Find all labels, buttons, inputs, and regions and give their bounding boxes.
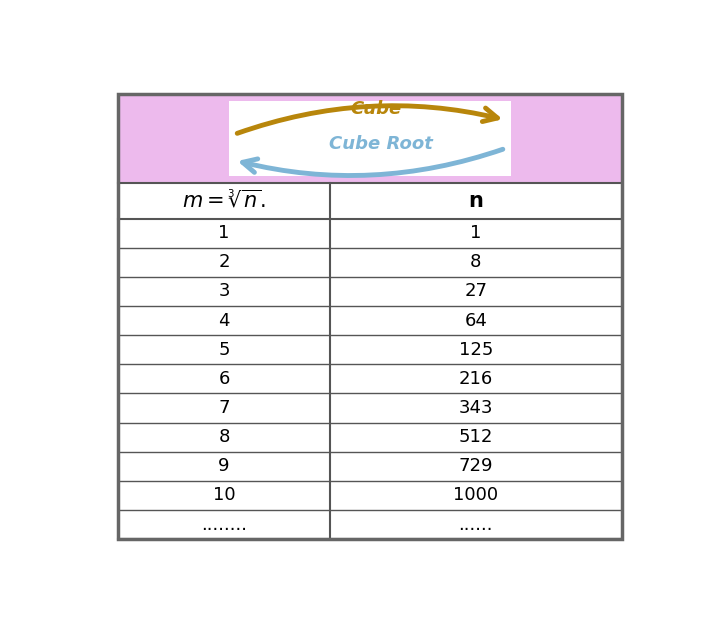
Text: 2: 2 [218, 253, 230, 271]
Bar [118, 306, 622, 335]
Text: 8: 8 [218, 428, 230, 446]
Text: 729: 729 [458, 457, 493, 475]
Text: 9: 9 [218, 457, 230, 475]
Text: 1: 1 [470, 224, 482, 242]
Bar [118, 218, 622, 248]
Bar [118, 277, 622, 306]
Bar [118, 335, 622, 364]
Bar [118, 422, 622, 452]
Text: 343: 343 [458, 399, 493, 417]
Text: 10: 10 [213, 486, 235, 504]
Text: ........: ........ [201, 516, 247, 534]
Bar [118, 94, 622, 183]
Text: 512: 512 [458, 428, 493, 446]
Bar [118, 364, 622, 394]
Bar [118, 481, 622, 510]
Bar [229, 101, 511, 176]
Text: Cube Root: Cube Root [329, 135, 433, 153]
Text: 3: 3 [218, 282, 230, 300]
Text: 7: 7 [218, 399, 230, 417]
Text: 5: 5 [218, 341, 230, 359]
Text: 8: 8 [470, 253, 482, 271]
Text: 216: 216 [458, 370, 493, 388]
Text: 125: 125 [458, 341, 493, 359]
Bar [118, 394, 622, 422]
Text: Cube: Cube [350, 101, 401, 118]
Text: 64: 64 [464, 312, 487, 330]
Bar [118, 452, 622, 481]
Bar [118, 248, 622, 277]
Text: 4: 4 [218, 312, 230, 330]
Bar [118, 183, 622, 218]
Bar [118, 94, 622, 539]
Bar [118, 510, 622, 539]
Text: 6: 6 [218, 370, 230, 388]
Text: ......: ...... [458, 516, 493, 534]
Text: $m = \sqrt[3]{n}.$: $m = \sqrt[3]{n}.$ [182, 190, 266, 211]
Text: n: n [469, 191, 483, 211]
Text: 27: 27 [464, 282, 487, 300]
Text: 1: 1 [218, 224, 230, 242]
Text: 1000: 1000 [453, 486, 498, 504]
